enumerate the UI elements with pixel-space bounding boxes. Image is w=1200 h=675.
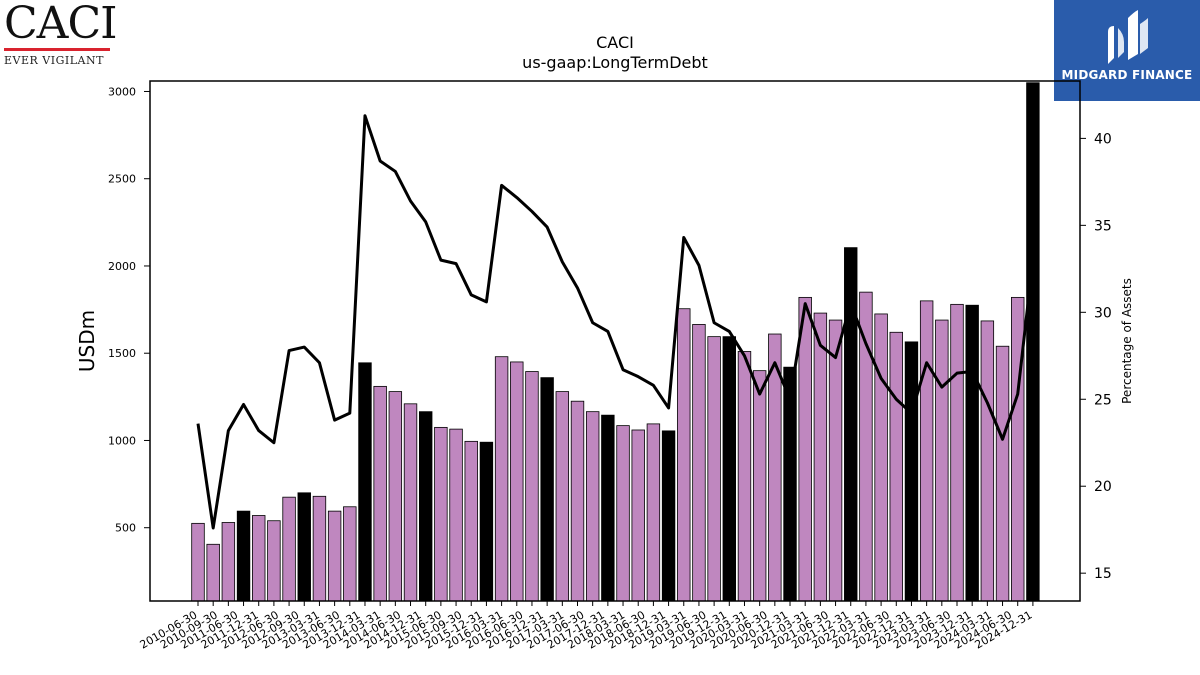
bar (191, 522, 205, 602)
bar (570, 400, 585, 602)
bar (540, 377, 554, 602)
bar (373, 385, 387, 602)
bar (813, 312, 828, 602)
bar (236, 510, 251, 602)
midgard-logo-word: MIDGARD FINANCE (1061, 68, 1193, 82)
bar (297, 492, 311, 602)
bar (403, 403, 418, 602)
bar (783, 366, 797, 602)
bar (585, 411, 600, 602)
bar (752, 370, 767, 602)
bar (828, 319, 843, 602)
bar (358, 362, 372, 602)
caci-logo: CACI EVER VIGILANT (4, 0, 118, 68)
bar (343, 506, 357, 602)
plot-frame (149, 80, 1081, 602)
pct-assets-line (196, 114, 1035, 530)
bar (935, 319, 949, 602)
bar (707, 336, 721, 602)
y2-tick-label: 20 (1094, 479, 1112, 495)
bar (388, 391, 403, 602)
bar (221, 522, 236, 602)
bar (418, 411, 433, 602)
bar (889, 331, 903, 602)
y-axis-label: USDm (75, 310, 99, 372)
bar (874, 313, 888, 602)
bar (950, 303, 964, 602)
y-tick-label: 500 (115, 522, 136, 535)
bar (252, 515, 266, 602)
bar (995, 345, 1010, 602)
line-series (196, 114, 1035, 530)
bar (798, 296, 812, 602)
caci-logo-word: CACI (4, 0, 118, 49)
bar (677, 308, 691, 602)
bar (919, 300, 934, 602)
bar (859, 291, 873, 602)
bar-series (191, 82, 1040, 602)
bar (601, 414, 615, 602)
bar (312, 495, 327, 602)
bar (479, 441, 494, 602)
y2-tick-label: 25 (1094, 392, 1112, 408)
y2-tick-label: 15 (1094, 566, 1112, 582)
bar (980, 320, 995, 602)
y2-axis-label: Percentage of Assets (1120, 278, 1134, 404)
y-tick-label: 2500 (108, 173, 136, 186)
bar (1026, 82, 1040, 602)
caci-logo-tagline: EVER VIGILANT (4, 54, 104, 67)
x-axis: 2010-06-302010-09-302011-06-302011-12-31… (138, 601, 1034, 652)
bar (844, 247, 858, 602)
bar (434, 426, 448, 602)
bar (327, 510, 342, 602)
bar (692, 324, 706, 602)
y-tick-label: 1000 (108, 434, 136, 447)
y2-tick-label: 35 (1094, 218, 1112, 234)
bar (737, 351, 752, 602)
bar (646, 423, 661, 602)
bar (616, 425, 630, 602)
chart-subtitle: us-gaap:LongTermDebt (522, 53, 708, 72)
midgard-finance-logo: MIDGARD FINANCE (1054, 0, 1200, 101)
bar (494, 356, 509, 602)
caci-logo-rule (4, 48, 110, 51)
y-tick-label: 2000 (108, 260, 136, 273)
bar (525, 371, 539, 602)
bar (722, 336, 737, 602)
bar (282, 496, 296, 602)
bar (206, 543, 220, 602)
bar (904, 341, 919, 602)
bar (965, 304, 979, 602)
bar (464, 440, 478, 602)
y-tick-label: 1500 (108, 347, 136, 360)
y-axis-left: 500 1000 1500 2000 2500 3000 (108, 85, 150, 535)
midgard-emblem-icon (1108, 10, 1148, 64)
y-axis-right: 15 20 25 30 35 40 (1080, 131, 1112, 582)
y2-tick-label: 40 (1094, 131, 1112, 147)
chart-title: CACI (596, 33, 634, 52)
bar (510, 361, 524, 602)
y2-tick-label: 30 (1094, 305, 1112, 321)
bar (267, 520, 281, 602)
bar (661, 430, 676, 602)
bar (449, 428, 463, 602)
bar (631, 429, 645, 602)
bar (555, 391, 570, 602)
y-tick-label: 3000 (108, 85, 136, 98)
